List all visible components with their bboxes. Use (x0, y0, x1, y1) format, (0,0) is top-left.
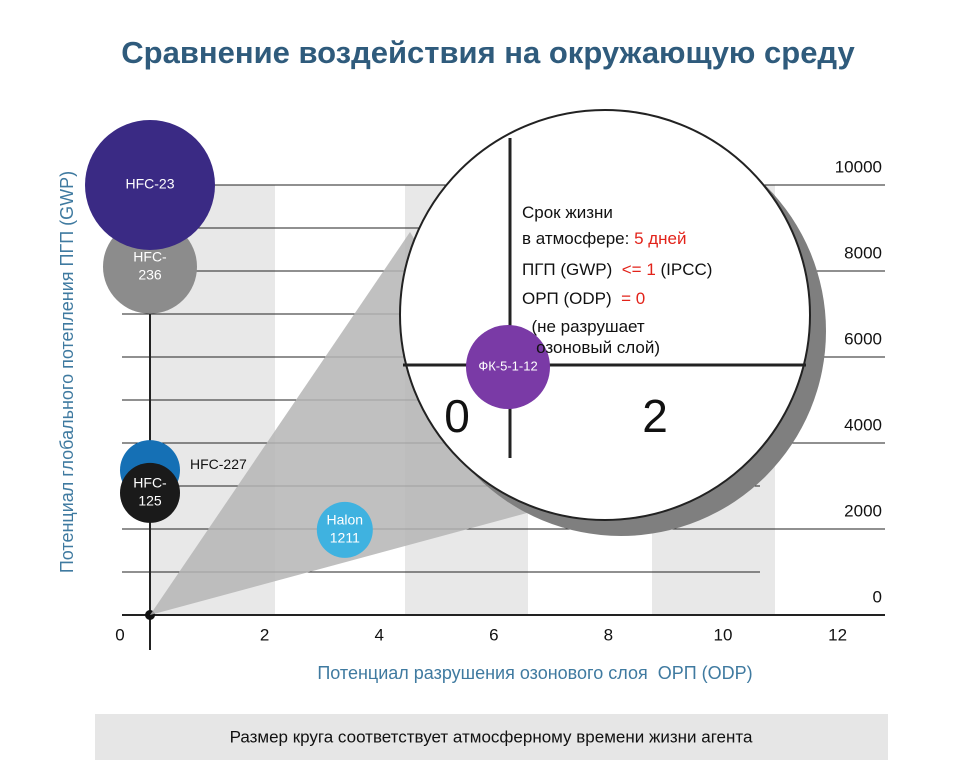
inset-circle (399, 109, 811, 521)
bubble-label: HFC-23 (125, 176, 174, 192)
chart-title: Сравнение воздействия на окружающую сред… (121, 35, 855, 70)
inset-note-part: ОРП (ODP) (522, 289, 621, 308)
inset-note-part: (IPCC) (656, 260, 713, 279)
inset-note: в атмосфере: 5 дней (522, 229, 687, 248)
x-tick-label: 0 (115, 625, 124, 644)
footer-box (95, 714, 888, 760)
inset-note-part: Срок жизни (522, 203, 613, 222)
bubble-label: 125 (138, 493, 162, 509)
footer: Размер круга соответствует атмосферному … (230, 727, 753, 746)
bubble-label: HFC- (133, 248, 167, 264)
x-tick-label: 12 (828, 625, 847, 644)
x-tick-label: 10 (714, 625, 733, 644)
inset-note-part: 5 дней (634, 229, 686, 248)
bubble-label: HFC- (133, 475, 167, 491)
inset-note: ОРП (ODP) = 0 (522, 289, 645, 308)
x-tick-label: 8 (604, 625, 613, 644)
inset-bubble (466, 325, 550, 409)
bubble-label: Halon (327, 512, 364, 528)
marks: HFC- 236 HFC-23 HFC-227 HFC- 125 Halon 1211 (85, 120, 373, 558)
inset-note-part: (не разрушает (522, 317, 645, 336)
y-axis-label: Потенциал глобального потепления ПГП (GW… (57, 171, 77, 573)
inset: 0 2 ФК-5-1-12 Срок жизни в атмосфере: 5 дней… (399, 109, 826, 536)
y-tick-label: 6000 (844, 329, 882, 348)
x-tick-label: 4 (374, 625, 383, 644)
x-tick-label: 6 (489, 625, 498, 644)
y-tick-label: 4000 (844, 415, 882, 434)
bubble-label: HFC-227 (190, 456, 247, 472)
inset-note: Срок жизни (522, 203, 613, 222)
inset-note: озоновый слой) (522, 338, 660, 357)
y-tick-label: 2000 (844, 501, 882, 520)
inset-note-part: озоновый слой) (522, 338, 660, 357)
inset-note-part: <= 1 (622, 260, 656, 279)
inset-note: ПГП (GWP) <= 1 (IPCC) (522, 260, 712, 279)
inset-bubble-label: ФК-5-1-12 (478, 358, 537, 373)
y-tick-label: 8000 (844, 243, 882, 262)
inset-note-part: = 0 (621, 289, 645, 308)
bubble (85, 120, 215, 250)
inset-note-part: ПГП (GWP) (522, 260, 622, 279)
y-tick-label: 0 (873, 587, 882, 606)
bubble-label: 236 (138, 266, 162, 282)
inset-tick-label: 0 (444, 390, 470, 442)
inset-note-part: в атмосфере: (522, 229, 634, 248)
x-axis-label: Потенциал разрушения озонового слоя ОРП … (317, 663, 752, 683)
inset-note: (не разрушает (522, 317, 645, 336)
y-tick-label: 10000 (835, 157, 882, 176)
bubble (120, 462, 180, 523)
bubble-label: 1211 (330, 530, 360, 546)
x-tick-label: 2 (260, 625, 269, 644)
inset-tick-label: 2 (642, 390, 668, 442)
bubble (316, 501, 373, 558)
